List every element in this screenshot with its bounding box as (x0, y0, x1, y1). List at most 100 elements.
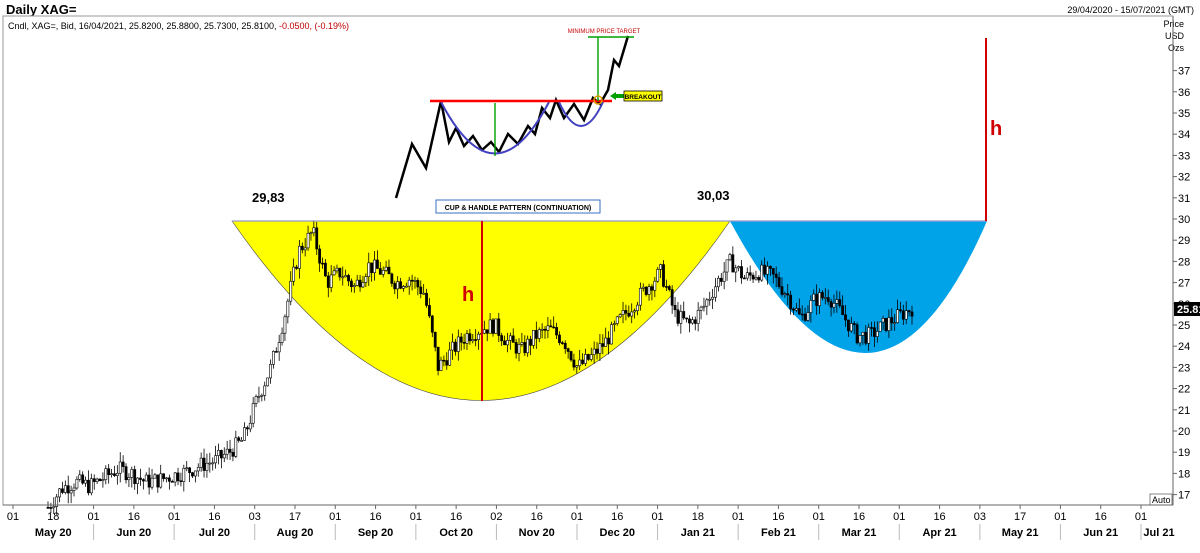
candle-body (179, 480, 183, 483)
x-day-label: 01 (168, 511, 180, 523)
candle-body (858, 335, 862, 344)
y-tick-label: 22 (1178, 384, 1190, 396)
candle-body (344, 275, 348, 278)
candle-body (884, 318, 888, 331)
candle-body (422, 292, 426, 295)
candle-body (890, 317, 894, 324)
x-month-label: Aug 20 (277, 527, 314, 539)
candle-body (711, 296, 715, 300)
candles-group (46, 221, 914, 515)
candle-body (743, 277, 746, 280)
candle-body (777, 277, 781, 287)
candle-body (797, 308, 801, 315)
axis-unit-ozs: Ozs (1167, 43, 1184, 53)
candle-body (638, 288, 642, 306)
candle-body (601, 343, 605, 347)
candle-body (141, 479, 145, 482)
candle-body (800, 313, 804, 316)
candle-body (297, 245, 301, 269)
candle-body (147, 474, 151, 488)
candle-body (910, 311, 914, 317)
candle-body (552, 326, 556, 329)
x-month-label: Dec 20 (600, 527, 635, 539)
candle-body (901, 310, 905, 320)
candle-body (136, 477, 139, 484)
candle-body (196, 467, 200, 472)
x-day-label: 03 (974, 511, 986, 523)
candle-body (237, 437, 241, 441)
candle-body (358, 279, 362, 288)
candle-body (78, 474, 82, 480)
candle-body (861, 331, 865, 336)
candle-body (243, 427, 246, 441)
candle-body (292, 266, 296, 282)
candle-body (251, 403, 255, 424)
candle-body (555, 327, 558, 336)
y-tick-label: 24 (1178, 341, 1190, 353)
candle-body (352, 285, 356, 288)
candle-body (699, 306, 703, 311)
candle-body (763, 264, 767, 275)
candle-body (271, 351, 275, 365)
candle-body (468, 333, 472, 342)
candle-body (560, 342, 564, 344)
ohlc-change: -0.0500, (-0.19%) (278, 21, 350, 31)
candle-body (633, 310, 636, 313)
candle-body (569, 351, 573, 361)
x-day-label: 16 (531, 511, 543, 523)
candle-body (399, 281, 402, 289)
candle-body (318, 248, 322, 264)
candle-body (488, 319, 492, 334)
x-day-label: 01 (651, 511, 663, 523)
x-day-label: 16 (611, 511, 623, 523)
candle-body (257, 395, 261, 398)
candle-body (887, 317, 891, 331)
candle-body (355, 279, 359, 286)
x-axis: 01 18 01 16 01 16 03 17 01 16 01 16 02 16 01 16 01 18 01 16… (7, 505, 1175, 540)
candle-body (644, 286, 648, 295)
candle-body (387, 266, 391, 275)
candle-body (670, 289, 674, 306)
candle-body (878, 321, 882, 332)
candle-body (508, 335, 512, 341)
candle-body (63, 485, 67, 493)
x-day-label: 01 (329, 511, 341, 523)
candle-body (185, 467, 189, 470)
y-tick-label: 21 (1178, 405, 1190, 417)
inset-breakout-label: BREAKOUT (625, 94, 662, 101)
x-month-label: May 21 (1002, 527, 1039, 539)
candle-body (295, 266, 298, 269)
candle-body (745, 272, 749, 279)
candle-body (849, 323, 853, 332)
candle-body (205, 462, 209, 471)
candle-body (520, 342, 524, 345)
x-day-label: 16 (128, 511, 140, 523)
candle-body (806, 312, 810, 321)
candle-body (534, 330, 538, 339)
candle-body (341, 276, 345, 279)
candle-body (774, 273, 778, 278)
pattern-label-box (435, 199, 601, 214)
candle-body (283, 316, 287, 334)
candle-body (650, 286, 654, 291)
candle-body (584, 354, 587, 364)
candle-body (312, 227, 316, 234)
candle-body (222, 453, 226, 459)
candle-body (610, 324, 613, 345)
inset-breakout-box (623, 90, 663, 102)
candle-body (139, 477, 142, 480)
candle-body (685, 317, 689, 320)
candle-body (656, 269, 660, 282)
candle-body (384, 266, 388, 271)
candle-body (899, 309, 902, 312)
candle-body (104, 468, 108, 480)
candle-body (98, 478, 102, 482)
candle-body (214, 455, 217, 464)
candle-body (407, 279, 411, 287)
cup-depth-label: h (462, 284, 474, 306)
y-tick-label: 23 (1178, 362, 1190, 374)
candle-body (612, 323, 616, 325)
candle-body (844, 314, 847, 321)
candle-body (532, 330, 535, 346)
